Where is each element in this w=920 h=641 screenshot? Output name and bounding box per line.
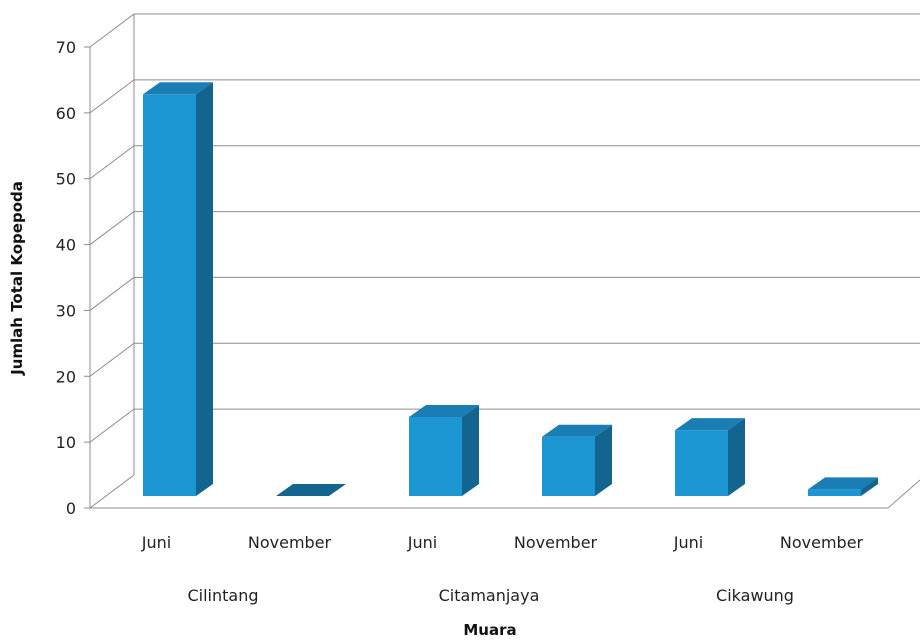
bar-front (143, 94, 196, 497)
label-layer: 0 10 20 30 40 50 60 70 Juni November Juni November J… (56, 38, 864, 605)
gridline-diagonal (89, 79, 135, 114)
x-category-label: Juni (407, 533, 437, 552)
bar (409, 404, 479, 496)
y-tick-label: 50 (56, 170, 76, 189)
y-tick-label: 30 (56, 301, 76, 320)
x-category-label: Juni (673, 533, 703, 552)
x-group-label: Cikawung (716, 586, 794, 605)
bar-front (542, 436, 595, 496)
x-axis-title: Muara (463, 621, 516, 639)
x-group-label: Citamanjaya (439, 586, 540, 605)
gridline-diagonal (89, 13, 135, 48)
bar-side (728, 418, 745, 496)
y-tick-label: 70 (56, 38, 76, 57)
bar-top (542, 424, 612, 437)
gridline-diagonal (89, 474, 135, 509)
bar-top (675, 418, 745, 431)
x-group-label: Cilintang (187, 586, 258, 605)
gridline-diagonal (89, 145, 135, 180)
bar-top (808, 477, 878, 490)
bar-top (276, 484, 346, 496)
bar-front (409, 416, 462, 496)
bar-top (409, 404, 479, 417)
bar (808, 477, 878, 496)
bar-side (861, 477, 878, 496)
bar (276, 484, 346, 496)
bar-top (143, 82, 213, 95)
x-category-label: November (514, 533, 598, 552)
gridline-diagonal (89, 211, 135, 245)
y-tick-label: 60 (56, 104, 76, 123)
y-axis-title: Jumlah Total Kopepoda (8, 181, 26, 376)
bar-side (595, 424, 612, 496)
gridline-diagonal (89, 408, 135, 443)
x-category-label: Juni (141, 533, 171, 552)
bar-side (462, 404, 479, 496)
x-category-label: November (780, 533, 864, 552)
bar-layer (143, 82, 878, 497)
y-tick-label: 10 (56, 433, 76, 452)
floor-edge (90, 479, 920, 509)
y-tick-label: 20 (56, 367, 76, 386)
grid-layer (89, 13, 920, 509)
bar (675, 418, 745, 496)
bar-front (675, 430, 728, 496)
bar-side (196, 82, 213, 497)
gridline-diagonal (89, 277, 135, 311)
bar (143, 82, 213, 497)
y-tick-label: 0 (66, 499, 76, 518)
bar (542, 424, 612, 496)
gridline-diagonal (89, 342, 135, 377)
bar-front (808, 489, 861, 496)
x-category-label: November (248, 533, 332, 552)
y-tick-label: 40 (56, 236, 76, 255)
axis-layer (84, 14, 920, 509)
